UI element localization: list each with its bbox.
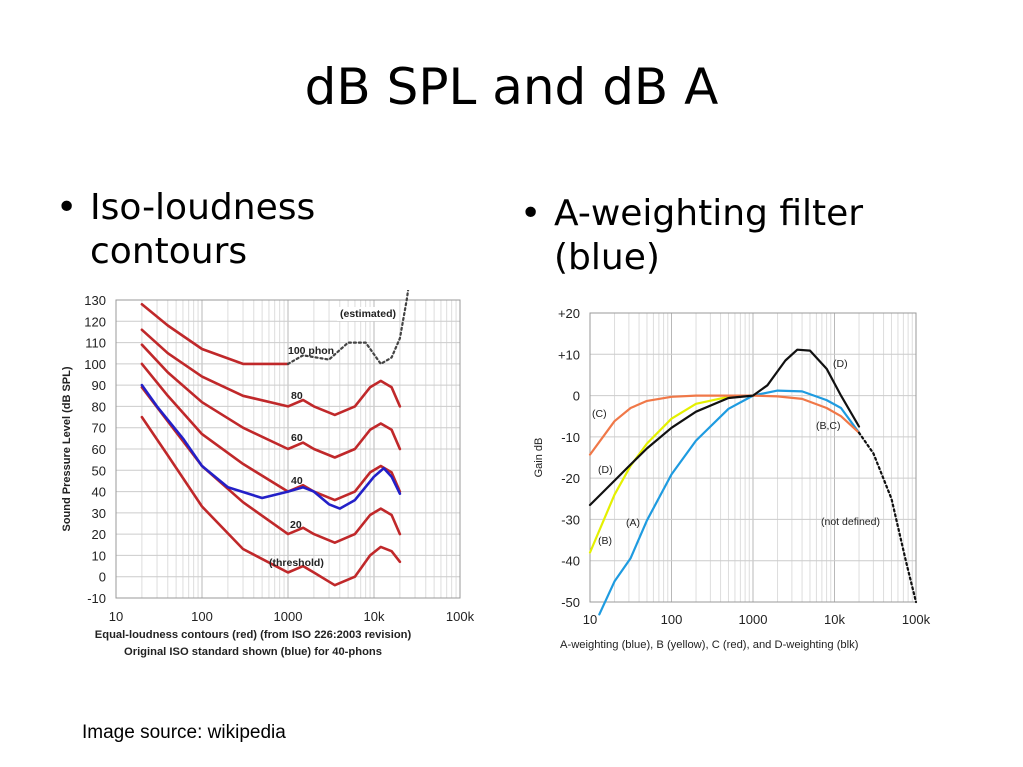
annotation-bg — [336, 307, 399, 321]
plot-frame — [589, 312, 917, 603]
y-tick-label: 0 — [573, 389, 580, 404]
y-tick-label: -50 — [561, 595, 580, 610]
y-tick-label: 110 — [85, 336, 106, 351]
annotation-label: 80 — [291, 390, 303, 402]
annotation-label: 60 — [291, 432, 303, 444]
slide-title: dB SPL and dB A — [304, 58, 719, 116]
series-line — [598, 389, 861, 616]
series-line — [140, 303, 290, 366]
x-tick-label: 10 — [583, 612, 597, 627]
annotation-label: (B,C) — [816, 420, 841, 432]
bullet-text: A-weighting filter (blue) — [554, 193, 864, 278]
y-tick-label: -30 — [561, 512, 580, 527]
y-tick-label: -20 — [561, 471, 580, 486]
chart-caption: A-weighting (blue), B (yellow), C (red),… — [560, 639, 859, 651]
bullet-dot: • — [56, 187, 78, 228]
y-tick-label: 40 — [92, 485, 106, 500]
x-tick-label: 100 — [191, 609, 213, 624]
series-line — [588, 394, 755, 554]
series-line — [286, 290, 410, 366]
bullet-text: Iso-loudness contours — [90, 187, 316, 272]
chart-caption: Original ISO standard shown (blue) for 4… — [124, 646, 382, 658]
y-tick-label: 130 — [84, 293, 106, 308]
annotation-label: (threshold) — [269, 557, 324, 569]
x-tick-label: 10k — [364, 609, 385, 624]
bullet-dot: • — [520, 193, 542, 234]
annotation-label: 40 — [291, 475, 303, 487]
annotation-label: (estimated) — [340, 308, 396, 320]
annotation-label: (A) — [626, 517, 640, 529]
y-tick-label: +20 — [558, 306, 580, 321]
x-tick-label: 1000 — [274, 609, 303, 624]
y-axis-label: Gain dB — [533, 438, 545, 478]
x-tick-label: 100k — [902, 612, 931, 627]
y-tick-label: 70 — [92, 421, 106, 436]
y-tick-label: 120 — [84, 314, 106, 329]
y-tick-label: -10 — [87, 591, 106, 606]
chart-caption: Equal-loudness contours (red) (from ISO … — [95, 629, 412, 641]
series-line — [140, 383, 402, 510]
y-tick-label: +10 — [558, 347, 580, 362]
y-tick-label: 90 — [92, 378, 106, 393]
y-tick-label: 50 — [92, 463, 106, 478]
series-line — [857, 431, 918, 604]
series-line — [140, 328, 402, 417]
annotation-label: (not defined) — [821, 516, 880, 528]
plot-frame — [115, 299, 461, 599]
series-line — [588, 348, 861, 507]
x-tick-label: 100 — [661, 612, 683, 627]
series-line — [140, 343, 402, 459]
x-tick-label: 100k — [446, 609, 475, 624]
series-line — [588, 394, 861, 456]
annotation-label: (D) — [598, 464, 613, 476]
x-tick-label: 10 — [109, 609, 123, 624]
y-tick-label: 80 — [92, 399, 106, 414]
annotation-label: 20 — [290, 519, 302, 531]
y-tick-label: -40 — [561, 554, 580, 569]
y-tick-label: 100 — [84, 357, 106, 372]
image-source-note: Image source: wikipedia — [82, 722, 286, 743]
y-tick-label: 60 — [92, 442, 106, 457]
y-tick-label: -10 — [561, 430, 580, 445]
annotation-label: (D) — [833, 358, 848, 370]
y-tick-label: 20 — [92, 527, 106, 542]
series-line — [140, 415, 402, 587]
x-tick-label: 10k — [824, 612, 845, 627]
x-tick-label: 1000 — [739, 612, 768, 627]
annotation-label: (C) — [592, 408, 607, 420]
y-tick-label: 30 — [92, 506, 106, 521]
annotation-label: (B) — [598, 535, 612, 547]
annotation-label: 100 phon — [288, 345, 334, 357]
y-tick-label: 10 — [92, 548, 106, 563]
y-tick-label: 0 — [99, 570, 106, 585]
y-axis-label: Sound Pressure Level (dB SPL) — [61, 366, 73, 531]
